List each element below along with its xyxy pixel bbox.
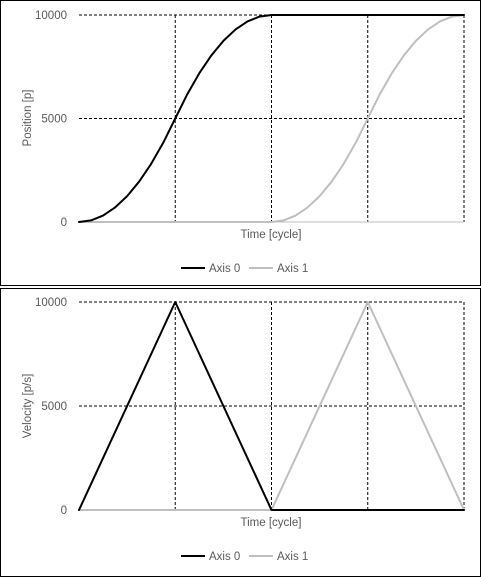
y-tick-label: 5000 [41, 114, 67, 126]
legend-label-axis-0: Axis 0 [209, 263, 240, 275]
position-chart: 0 5000 10000 Position [p] Time [cycle] Axi… [0, 0, 481, 286]
x-axis-title: Time [cycle] [241, 229, 302, 241]
legend-label-axis-1: Axis 1 [277, 551, 308, 563]
y-tick-label: 0 [61, 217, 67, 229]
series-lines [78, 14, 465, 223]
y-tick-labels: 0 5000 10000 [35, 297, 67, 517]
y-axis-title: Position [p] [22, 90, 34, 147]
series-lines [78, 301, 465, 511]
y-tick-label: 0 [61, 505, 67, 517]
chart-border [0, 0, 481, 286]
series-line-axis-0 [78, 14, 465, 223]
legend: Axis 0 Axis 1 [181, 263, 308, 275]
y-tick-labels: 0 5000 10000 [35, 10, 67, 229]
y-axis-title: Velocity [p/s] [22, 374, 34, 439]
y-tick-label: 10000 [35, 297, 67, 309]
legend: Axis 0 Axis 1 [181, 551, 308, 563]
chart-border [0, 288, 481, 577]
y-tick-label: 10000 [35, 10, 67, 22]
series-line-axis-1 [78, 14, 465, 223]
legend-label-axis-0: Axis 0 [209, 551, 240, 563]
series-line-axis-0 [78, 301, 465, 511]
y-tick-label: 5000 [41, 401, 67, 413]
legend-label-axis-1: Axis 1 [277, 263, 308, 275]
x-axis-title: Time [cycle] [241, 517, 302, 529]
velocity-chart: 0 5000 10000 Velocity [p/s] Time [cycle] A… [0, 288, 481, 577]
